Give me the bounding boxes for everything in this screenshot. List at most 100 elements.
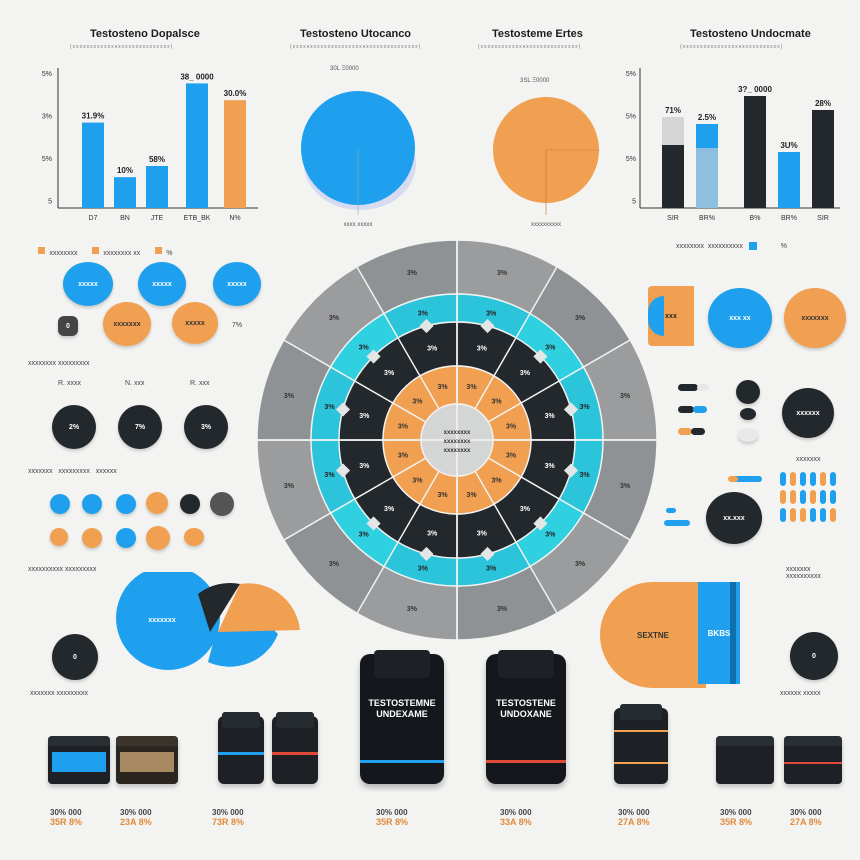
segment-label: 3% <box>545 345 556 352</box>
price-block: 30% 000 35R 8% <box>720 808 753 827</box>
segment-label: 3% <box>359 345 370 352</box>
price-block: 30% 000 27A 8% <box>790 808 822 827</box>
segment-label: 3% <box>418 310 429 317</box>
dark-stat-circle: 2% <box>52 405 96 449</box>
segment-label: 3% <box>575 315 586 322</box>
chart1-subtitle: (xxxxxxxxxxxxxxxxxxxxxxxxxxxx) <box>70 44 174 50</box>
pie-slice <box>116 572 220 670</box>
segment-label: 3% <box>486 566 497 573</box>
segment-label: 3% <box>329 561 340 568</box>
chart1-title: Testosteno Dopalsce <box>90 28 200 40</box>
y-tick-label: 5% <box>42 71 52 78</box>
left-caption: xxxxxxxxxx xxxxxxxxx <box>28 566 97 573</box>
capsule-icon <box>697 384 709 391</box>
chart2-title: Testosteno Utocanco <box>300 28 412 40</box>
capsule-icon <box>732 476 762 482</box>
segment-label: 3% <box>418 566 429 573</box>
capsule-icon <box>780 472 786 486</box>
capsule-icon <box>810 490 816 504</box>
jar-label <box>52 752 106 772</box>
y-tick-label: 5% <box>626 71 636 78</box>
segment-label: 3% <box>620 483 631 490</box>
bar-value-label: 30.0% <box>224 89 247 98</box>
dark-stat-circle: xxxxxx <box>782 388 834 438</box>
segment-label: 3% <box>384 506 395 513</box>
x-tick-label: D7 <box>89 215 98 222</box>
chart4-title: Testosteno Undocmate <box>690 28 811 40</box>
segment-label: 3% <box>486 310 497 317</box>
capsule-icon <box>830 472 836 486</box>
right-small-label: xxxxxxx <box>796 456 821 463</box>
blue-stat-circle: xxxxx <box>213 262 261 306</box>
blue-stat-circle: xxx xx <box>708 288 772 348</box>
ring-marker <box>419 546 434 562</box>
bottle-cap <box>620 704 662 720</box>
pie-blue-annotation: 30L Ξ0000 <box>330 66 359 72</box>
legend-label: % <box>166 250 173 257</box>
bar-value-label: 3U% <box>780 141 797 150</box>
bottle-stripe <box>614 730 668 732</box>
capsule-icon <box>830 490 836 504</box>
legend-swatch <box>154 247 162 255</box>
chart2-subtitle: (xxxxxxxxxxxxxxxxxxxxxxxxxxxxxxxxxxxx) <box>290 44 422 50</box>
bar-chart-1: 5% 3% 5% 5 31.9% D7 10% BN 58% JTE 38_ 0000 ETB_BK 3… <box>42 68 258 222</box>
supplement-bottle <box>272 712 318 784</box>
dark-stat-top: R. xxx <box>190 380 210 387</box>
pie-slice <box>198 583 240 632</box>
bottle-cap <box>276 712 314 728</box>
segment-label: 3% <box>466 384 477 391</box>
dark-stat-circle: 0 <box>790 632 838 680</box>
dark-stat-circle: xx.xxx <box>706 492 762 544</box>
capsule-icon <box>790 472 796 486</box>
price-block: 30% 000 27A 8% <box>618 808 650 827</box>
capsule-icon <box>810 472 816 486</box>
segment-label: 3% <box>520 370 531 377</box>
segment-label: 3% <box>437 492 448 499</box>
ring-marker <box>419 318 434 334</box>
token-icon <box>116 528 136 548</box>
y-tick-label: 5 <box>48 198 52 205</box>
supplement-jar <box>116 736 178 784</box>
y-tick-label: 5% <box>42 156 52 163</box>
segment-label: 3% <box>324 472 335 479</box>
ring-marker <box>335 463 351 478</box>
bar <box>186 83 208 208</box>
capsule-icon <box>678 406 694 413</box>
chart3-title: Testosteme Ertes <box>492 28 583 40</box>
bottle-cap <box>222 712 260 728</box>
segment-label: 3% <box>492 478 503 485</box>
token-icon <box>146 526 170 550</box>
y-tick-label: 5% <box>626 113 636 120</box>
chart4-subtitle: (xxxxxxxxxxxxxxxxxxxxxxxxxxxx) <box>680 44 784 50</box>
right-caption: xxxxxxx xxxxxxxxxx <box>786 566 821 580</box>
ring-marker <box>563 463 579 478</box>
capsule-icon <box>666 508 676 513</box>
y-tick-label: 5% <box>626 156 636 163</box>
segment-label: 3% <box>437 384 448 391</box>
segment-label: 3% <box>412 478 423 485</box>
segment-label: 3% <box>497 606 508 613</box>
bar-segment <box>662 117 684 145</box>
capsule-icon <box>691 428 705 435</box>
segment-label: 3% <box>477 531 488 538</box>
pie-orange-annotation: 3SL Ξ0000 <box>520 78 550 84</box>
orange-stat-circle: xxxxxxx <box>103 302 151 346</box>
pill-icon <box>740 408 756 420</box>
x-tick-label: BR% <box>781 215 797 222</box>
price-block: 30% 000 73R 8% <box>212 808 245 827</box>
x-tick-label: N% <box>229 215 240 222</box>
orange-half-shape: SEXTNE <box>600 582 706 688</box>
segment-label: 3% <box>579 472 590 479</box>
x-tick-label: JTE <box>151 215 164 222</box>
left-pie-chart: xxxxxxx <box>116 572 300 670</box>
jar-lid <box>716 736 774 746</box>
supplement-jar <box>784 736 842 784</box>
bar-value-label: 10% <box>117 166 133 175</box>
x-tick-label: ETB_BK <box>184 215 211 222</box>
price-block: 30% 000 35R 8% <box>50 808 83 827</box>
bottle-cap <box>498 650 554 678</box>
bottle-stripe <box>360 760 444 763</box>
bar-segment <box>744 96 766 208</box>
bar-value-label: 38_ 0000 <box>180 72 214 81</box>
segment-label: 3% <box>359 413 370 420</box>
